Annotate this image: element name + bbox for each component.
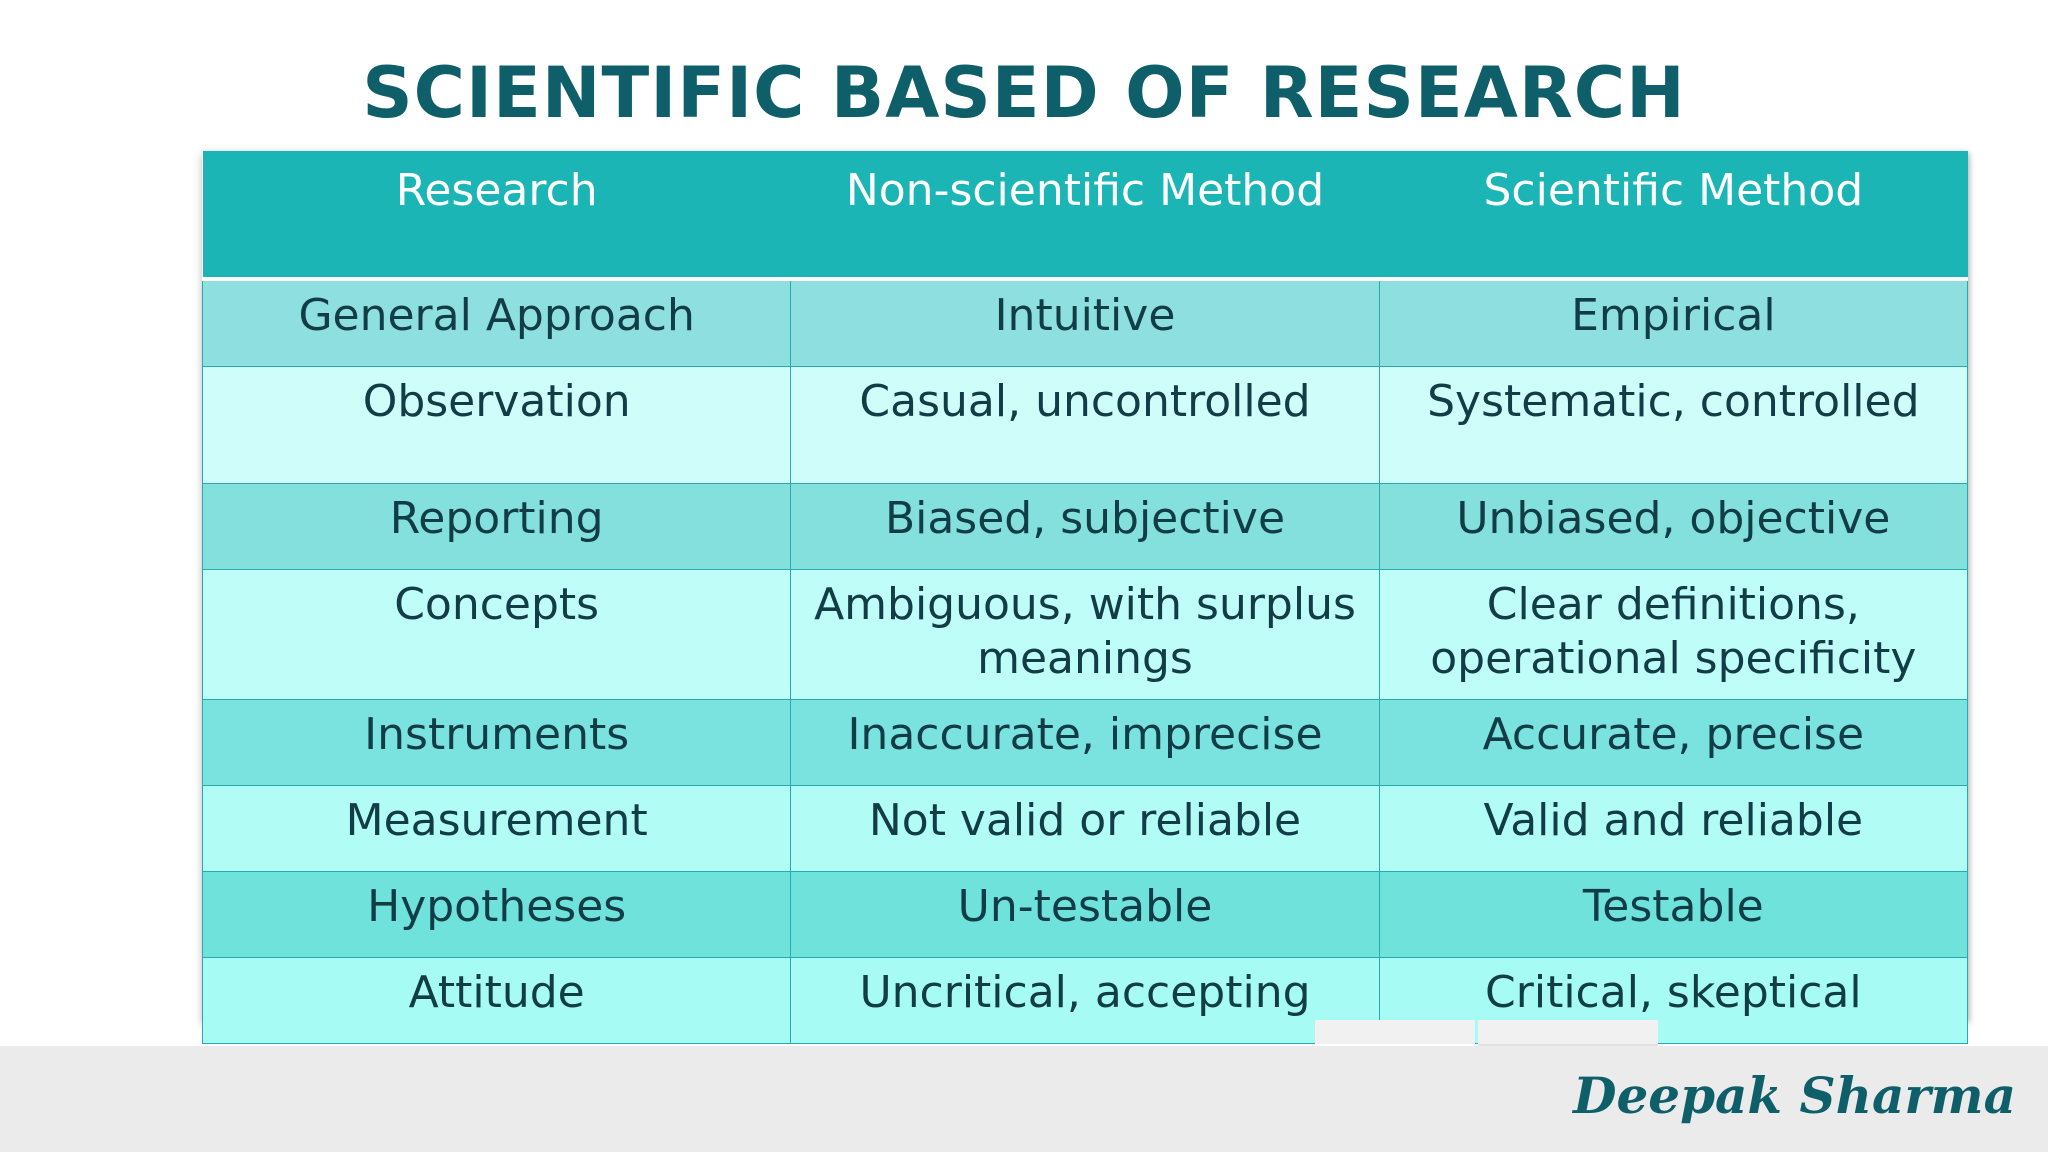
- table-row: General Approach Intuitive Empirical: [201, 278, 1969, 367]
- table-row: Measurement Not valid or reliable Valid …: [201, 785, 1969, 872]
- non-scientific-cell: Casual, uncontrolled: [790, 366, 1380, 484]
- scientific-cell: Critical, skeptical: [1378, 957, 1969, 1044]
- non-scientific-cell: Inaccurate, imprecise: [790, 699, 1380, 786]
- table-row: Instruments Inaccurate, imprecise Accura…: [201, 699, 1969, 786]
- non-scientific-cell: Ambiguous, with surplus meanings: [790, 569, 1380, 700]
- table-row: Hypotheses Un-testable Testable: [201, 871, 1969, 958]
- background-ghost-shape: [1315, 1020, 1475, 1044]
- row-label-reporting: Reporting: [201, 483, 792, 570]
- header-scientific-method: Scientific Method: [1379, 151, 1968, 281]
- row-label-instruments: Instruments: [201, 699, 792, 786]
- table-header-row: Research Non-scientific Method Scientifi…: [202, 151, 1968, 281]
- scientific-cell: Unbiased, objective: [1378, 483, 1969, 570]
- background-ghost-shape: [1478, 1020, 1658, 1047]
- row-label-general-approach: General Approach: [201, 278, 792, 367]
- non-scientific-cell: Not valid or reliable: [790, 785, 1380, 872]
- table-row: Observation Casual, uncontrolled Systema…: [201, 366, 1969, 484]
- row-label-measurement: Measurement: [201, 785, 792, 872]
- scientific-cell: Systematic, controlled: [1378, 366, 1969, 484]
- table-row: Reporting Biased, subjective Unbiased, o…: [201, 483, 1969, 570]
- scientific-cell: Clear definitions, operational specifici…: [1378, 569, 1969, 700]
- scientific-cell: Empirical: [1378, 278, 1969, 367]
- header-non-scientific-method: Non-scientific Method: [790, 151, 1380, 281]
- slide-title: SCIENTIFIC BASED OF RESEARCH: [362, 52, 1686, 134]
- scientific-cell: Valid and reliable: [1378, 785, 1969, 872]
- header-research: Research: [202, 151, 791, 281]
- scientific-cell: Testable: [1378, 871, 1969, 958]
- row-label-concepts: Concepts: [201, 569, 792, 700]
- row-label-observation: Observation: [201, 366, 792, 484]
- comparison-table: Research Non-scientific Method Scientifi…: [201, 151, 1969, 1044]
- footer-band: [0, 1046, 2048, 1152]
- non-scientific-cell: Uncritical, accepting: [790, 957, 1380, 1044]
- non-scientific-cell: Un-testable: [790, 871, 1380, 958]
- comparison-table-container: Research Non-scientific Method Scientifi…: [201, 151, 1969, 1044]
- row-label-attitude: Attitude: [201, 957, 792, 1044]
- non-scientific-cell: Biased, subjective: [790, 483, 1380, 570]
- table-row: Attitude Uncritical, accepting Critical,…: [201, 957, 1969, 1044]
- non-scientific-cell: Intuitive: [790, 278, 1380, 367]
- scientific-cell: Accurate, precise: [1378, 699, 1969, 786]
- row-label-hypotheses: Hypotheses: [201, 871, 792, 958]
- table-row: Concepts Ambiguous, with surplus meaning…: [201, 569, 1969, 700]
- author-signature: Deepak Sharma: [1573, 1066, 2016, 1125]
